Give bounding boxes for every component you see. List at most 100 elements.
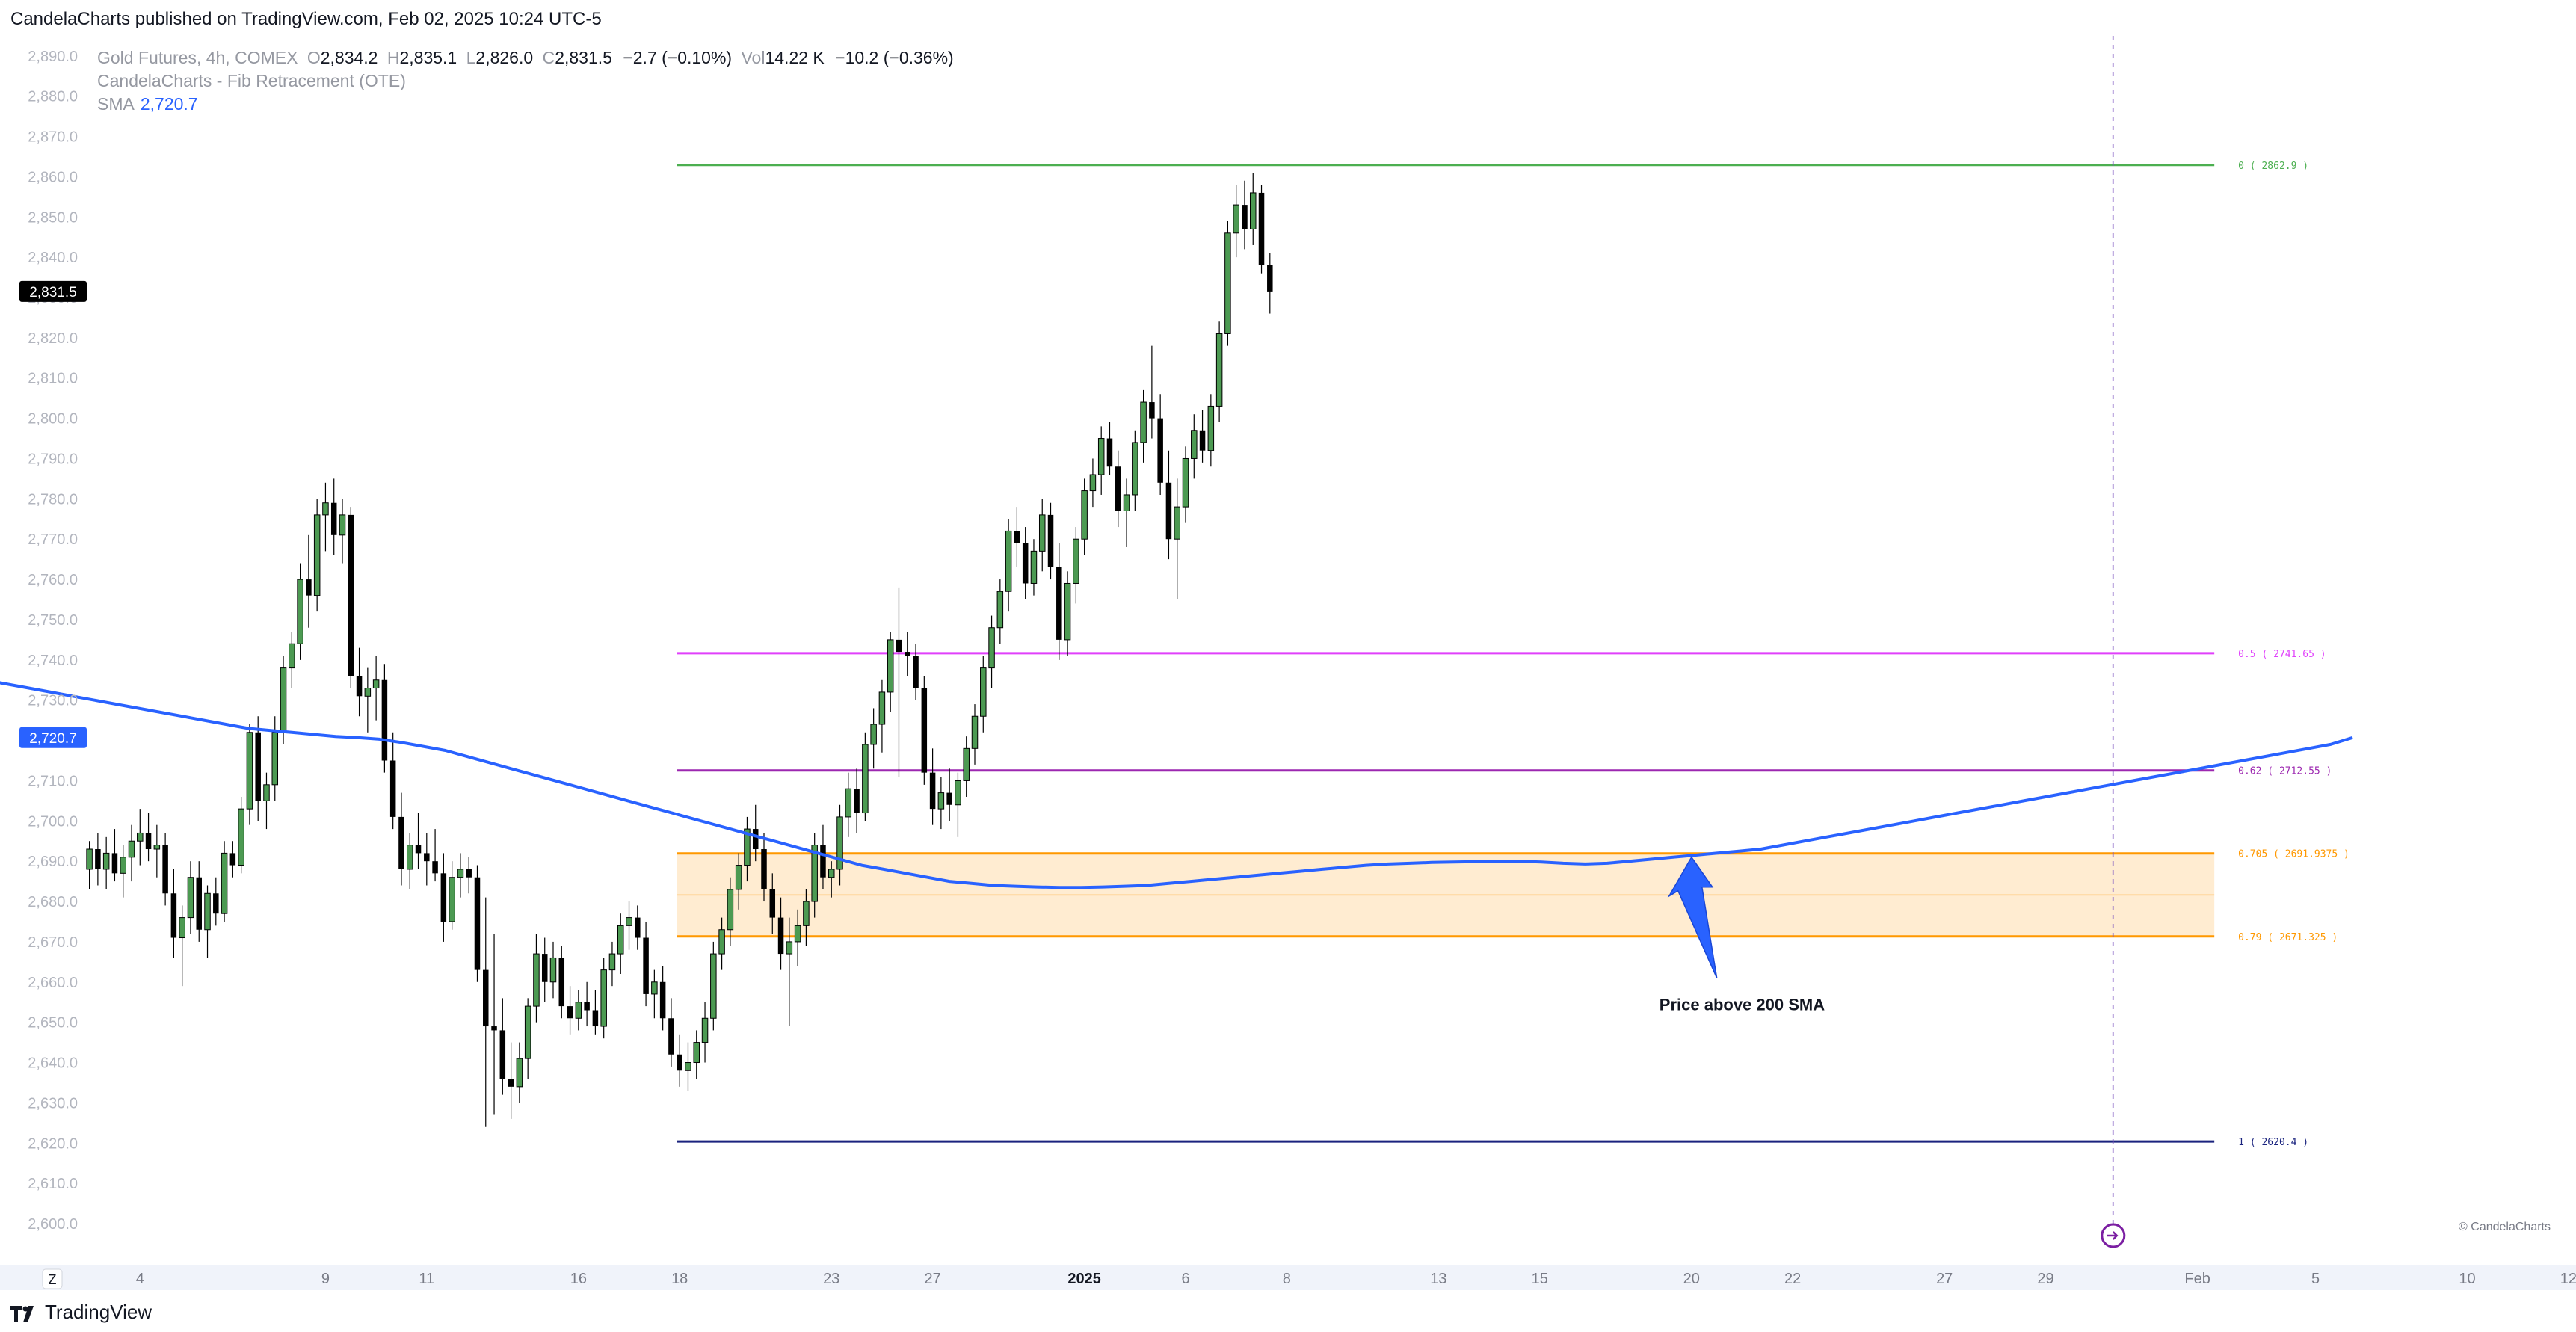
candle: [271, 716, 279, 801]
candle-body-up: [955, 780, 961, 806]
candle-body-up: [372, 679, 380, 689]
candle-body-up: [128, 840, 135, 858]
candle: [1064, 571, 1071, 656]
price-axis[interactable]: 2,600.0 2,610.0 2,620.0 2,630.0 2,640.0 2,650…: [28, 49, 78, 1233]
candle: [339, 499, 346, 564]
candle: [533, 934, 540, 1023]
candle-body-up: [289, 643, 295, 669]
y-tick-label: 2,770.0: [28, 531, 78, 548]
legend-low-key: L: [466, 48, 476, 67]
candle-body-up: [870, 724, 877, 745]
candle: [111, 829, 118, 882]
candle: [980, 656, 987, 733]
candle: [398, 792, 404, 886]
x-tick-label: 22: [1784, 1271, 1801, 1287]
candle: [424, 833, 430, 886]
candle-body-up: [701, 1017, 709, 1043]
candle-body-down: [584, 1002, 590, 1011]
legend-fib-row[interactable]: CandelaCharts - Fib Retracement (OTE): [97, 70, 954, 93]
x-tick-label: 16: [570, 1271, 587, 1287]
candle-body-up: [937, 792, 945, 810]
candle-body-down: [145, 833, 152, 850]
session-break-arrow-icon: [2107, 1231, 2119, 1240]
candle: [617, 913, 624, 975]
candle: [718, 917, 725, 970]
sma-price-label-text: 2,720.7: [29, 731, 76, 747]
sma-line: [0, 681, 2353, 889]
candle-body-down: [1014, 531, 1020, 543]
candle-body-up: [406, 845, 413, 870]
candle-body-down: [306, 579, 312, 596]
fib-level-0.79-label: 0.79 ( 2671.325 ): [2238, 932, 2338, 943]
candle-body-up: [187, 877, 194, 919]
x-tick-label: 6: [1181, 1271, 1189, 1287]
candle-body-up: [457, 869, 464, 878]
candle-body-down: [508, 1079, 514, 1087]
candle: [102, 836, 110, 889]
time-axis[interactable]: 4 9 11 16 18 23 27 2025 6 8 13 15 20 22 27 29 Feb 5 10 12 Z: [0, 1265, 2576, 1290]
candle: [1215, 321, 1223, 422]
legend-high-value: 2,835.1: [399, 48, 457, 67]
candle-body-down: [1242, 205, 1248, 229]
annotation-text[interactable]: Price above 200 SMA: [1660, 995, 1825, 1014]
y-tick-label: 2,610.0: [28, 1176, 78, 1192]
y-tick-label: 2,670.0: [28, 934, 78, 951]
candle-body-down: [432, 861, 438, 874]
candle: [356, 647, 363, 717]
last-price-label-bg: [19, 280, 87, 302]
legend-close-value: 2,831.5: [555, 48, 612, 67]
legend-change: −2.7 (−0.10%): [623, 48, 733, 67]
candle-body-up: [549, 957, 557, 983]
y-tick-label: 2,860.0: [28, 169, 78, 185]
price-chart[interactable]: 0 ( 2862.9 ) 0.5 ( 2741.65 ) 0.62 ( 2712.5…: [0, 0, 2576, 1292]
candle-body-down: [398, 816, 404, 869]
legend-fib-indicator[interactable]: CandelaCharts - Fib Retracement (OTE): [97, 71, 406, 90]
candle-body-up: [322, 502, 329, 516]
candle: [659, 966, 666, 1031]
candle: [921, 676, 928, 785]
session-break-button[interactable]: [2101, 1223, 2126, 1248]
candle: [449, 861, 455, 930]
annotation[interactable]: Price above 200 SMA: [1660, 856, 1825, 1014]
candle: [187, 861, 194, 934]
tradingview-logo[interactable]: TradingView: [10, 1301, 152, 1324]
candle: [567, 986, 573, 1035]
fib-retracement[interactable]: 0 ( 2862.9 ) 0.5 ( 2741.65 ) 0.62 ( 2712.5…: [677, 161, 2349, 1148]
fib-ote-zone: [677, 853, 2215, 937]
candle: [406, 833, 413, 889]
candle-body-down: [1267, 265, 1273, 292]
candle: [516, 1042, 523, 1103]
candle-body-up: [617, 925, 624, 955]
legend-sma-row[interactable]: SMA 2,720.7: [97, 93, 954, 116]
candle-body-up: [786, 941, 793, 955]
candle-body-up: [608, 953, 616, 971]
candle: [1097, 426, 1105, 495]
candle: [221, 841, 228, 922]
annotation-arrow[interactable]: [1667, 856, 1718, 978]
y-tick-label: 2,640.0: [28, 1055, 78, 1072]
candle-body-up: [1174, 506, 1180, 540]
candle: [474, 865, 481, 982]
candle-body-up: [828, 869, 835, 878]
candle: [196, 861, 202, 942]
candle: [946, 768, 952, 821]
candle-body-down: [567, 1006, 573, 1019]
legend-symbol[interactable]: Gold Futures, 4h, COMEX: [97, 48, 298, 67]
candle: [1089, 458, 1097, 508]
x-tick-label: 23: [823, 1271, 839, 1287]
candle: [524, 998, 531, 1079]
y-tick-label: 2,790.0: [28, 451, 78, 467]
y-tick-label: 2,850.0: [28, 209, 78, 226]
candle-body-up: [1249, 192, 1257, 229]
candle-body-down: [668, 1018, 674, 1055]
candle: [491, 934, 497, 1115]
candle-body-down: [777, 917, 784, 955]
candle: [1242, 180, 1248, 250]
candle: [213, 877, 219, 926]
x-tick-label: 5: [2311, 1271, 2320, 1287]
candle-body-up: [280, 667, 287, 733]
legend-sma-indicator[interactable]: SMA: [97, 94, 135, 114]
candle-body-down: [761, 849, 767, 889]
y-tick-label: 2,650.0: [28, 1015, 78, 1032]
axis-mode-button[interactable]: Z: [42, 1268, 63, 1289]
